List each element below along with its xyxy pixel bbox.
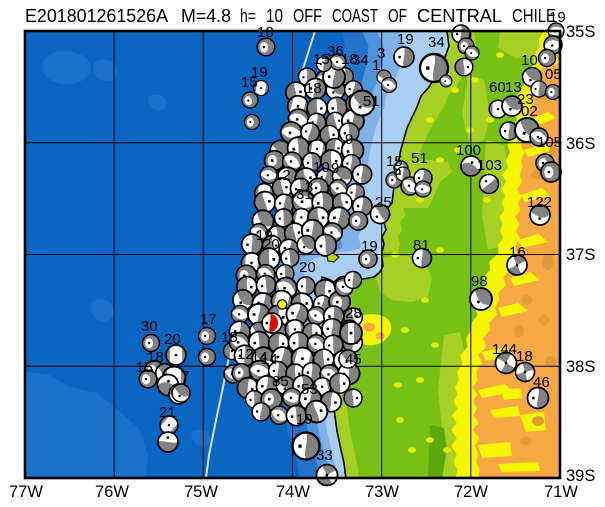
svg-text:28: 28 [345, 305, 362, 322]
svg-text:75W: 75W [184, 483, 218, 501]
svg-text:19: 19 [397, 31, 414, 48]
svg-text:15: 15 [136, 359, 153, 376]
svg-text:51: 51 [411, 150, 428, 167]
svg-text:51: 51 [363, 93, 380, 110]
svg-text:71W: 71W [544, 483, 578, 501]
svg-text:23: 23 [517, 91, 534, 108]
svg-text:85: 85 [272, 373, 289, 390]
svg-text:E201801261526A: E201801261526A [25, 6, 168, 26]
svg-text:15: 15 [386, 153, 403, 170]
svg-text:17: 17 [200, 311, 217, 328]
svg-text:3: 3 [377, 45, 385, 62]
svg-text:19: 19 [361, 238, 378, 255]
svg-text:05: 05 [545, 66, 562, 83]
svg-text:9: 9 [331, 160, 339, 177]
svg-text:53: 53 [301, 381, 318, 398]
svg-text:76W: 76W [95, 483, 129, 501]
svg-text:19: 19 [251, 64, 268, 81]
svg-text:18: 18 [341, 51, 358, 68]
svg-text:20: 20 [299, 259, 316, 276]
svg-text:5: 5 [393, 162, 401, 179]
svg-text:19: 19 [256, 227, 273, 244]
svg-text:M=4.8: M=4.8 [181, 6, 231, 26]
svg-text:OFF: OFF [293, 6, 322, 26]
svg-text:02: 02 [521, 103, 538, 120]
svg-text:15: 15 [313, 51, 330, 68]
svg-text:31: 31 [296, 186, 313, 203]
svg-text:10: 10 [266, 6, 283, 26]
svg-text:39S: 39S [566, 467, 595, 485]
svg-text:122: 122 [527, 194, 552, 211]
svg-text:COAST: COAST [332, 6, 378, 26]
svg-text:35S: 35S [566, 23, 595, 41]
svg-text:1: 1 [372, 57, 380, 74]
svg-text:144: 144 [492, 341, 517, 358]
svg-text:19: 19 [296, 411, 313, 428]
svg-text:14: 14 [251, 349, 268, 366]
svg-text:36: 36 [327, 43, 344, 60]
svg-text:19: 19 [549, 9, 566, 26]
svg-text:20: 20 [263, 236, 280, 253]
svg-text:37S: 37S [566, 246, 595, 264]
svg-text:34: 34 [352, 52, 369, 69]
svg-text:34: 34 [428, 34, 445, 51]
svg-text:21: 21 [159, 404, 176, 421]
svg-text:7: 7 [181, 368, 189, 385]
svg-text:45: 45 [345, 351, 362, 368]
svg-text:36S: 36S [566, 135, 595, 153]
svg-text:77W: 77W [9, 483, 43, 501]
svg-text:98: 98 [471, 273, 488, 290]
svg-text:18: 18 [516, 348, 533, 365]
svg-text:81: 81 [413, 237, 430, 254]
svg-text:13: 13 [505, 79, 522, 96]
svg-text:12: 12 [274, 167, 291, 184]
svg-text:72W: 72W [454, 483, 488, 501]
svg-text:103: 103 [477, 157, 502, 174]
svg-text:9: 9 [345, 131, 353, 148]
svg-text:18: 18 [257, 24, 274, 41]
svg-text:60: 60 [489, 79, 506, 96]
svg-text:12: 12 [237, 346, 254, 363]
svg-text:CHILE: CHILE [512, 6, 556, 26]
svg-text:15: 15 [241, 74, 258, 91]
svg-text:10: 10 [313, 159, 330, 176]
svg-text:18: 18 [221, 329, 238, 346]
svg-text:46: 46 [533, 374, 550, 391]
svg-text:105: 105 [537, 134, 562, 151]
svg-text:33: 33 [316, 447, 333, 464]
svg-text:3: 3 [305, 179, 313, 196]
svg-text:14: 14 [261, 351, 278, 368]
svg-text:10: 10 [521, 52, 538, 69]
svg-text:30: 30 [141, 318, 158, 335]
svg-text:h=: h= [240, 6, 256, 26]
svg-text:25: 25 [375, 194, 392, 211]
svg-text:CENTRAL: CENTRAL [417, 6, 502, 26]
svg-text:73W: 73W [365, 483, 399, 501]
svg-text:OF: OF [388, 6, 407, 26]
svg-text:38S: 38S [566, 358, 595, 376]
svg-text:18: 18 [305, 80, 322, 97]
svg-text:74W: 74W [276, 483, 310, 501]
svg-text:16: 16 [509, 244, 526, 261]
svg-text:20: 20 [164, 331, 181, 348]
svg-text:18: 18 [147, 349, 164, 366]
svg-text:100: 100 [456, 142, 481, 159]
